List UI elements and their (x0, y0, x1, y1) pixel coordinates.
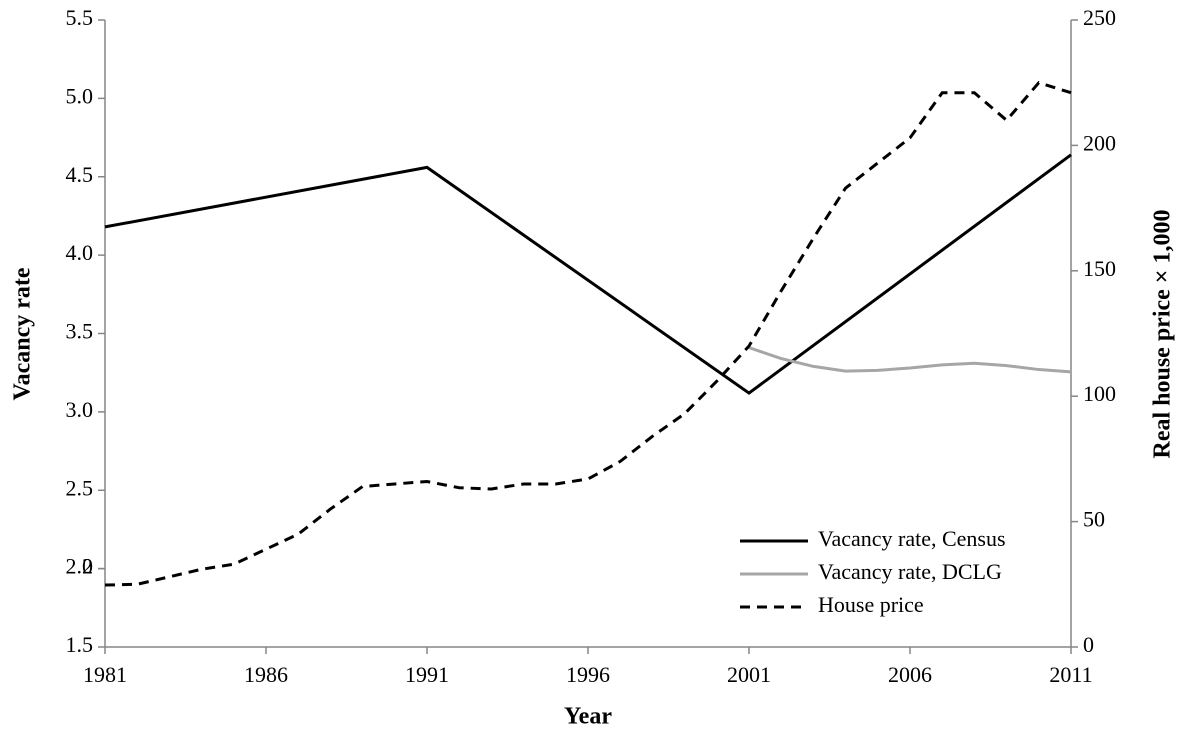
y-tick-label: 1.5 (66, 632, 94, 657)
y2-tick-label: 100 (1083, 381, 1116, 406)
x-tick-label: 2001 (727, 662, 771, 687)
y-tick-label: 5.5 (66, 5, 94, 30)
y-tick-label: 5.0 (66, 83, 94, 108)
y-tick-label: 3.5 (66, 319, 94, 344)
y-tick-label: 4.0 (66, 240, 94, 265)
y-tick-label: 4.5 (66, 162, 94, 187)
series-line (748, 346, 1072, 374)
y2-tick-label: 250 (1083, 5, 1116, 30)
y-axis-title: Vacancy rate (10, 267, 36, 400)
y-tick-label: 3.0 (66, 397, 94, 422)
y-tick-label: 2 (82, 554, 93, 579)
x-tick-label: 1996 (566, 662, 610, 687)
y-tick-label: 2.0 (66, 554, 94, 579)
x-tick-label: 2006 (888, 662, 932, 687)
x-axis-title: Year (564, 704, 612, 730)
x-tick-label: 1991 (405, 662, 449, 687)
y2-tick-label: 0 (1083, 632, 1094, 657)
y2-tick-label: 50 (1083, 507, 1105, 532)
x-tick-label: 1981 (83, 662, 127, 687)
series-line (104, 153, 1072, 395)
legend-label: House price (818, 592, 924, 617)
legend-label: Vacancy rate, DCLG (818, 559, 1002, 584)
legend-label: Vacancy rate, Census (818, 526, 1006, 551)
series-line (104, 80, 1072, 587)
x-tick-label: 1986 (244, 662, 288, 687)
y2-tick-label: 150 (1083, 256, 1116, 281)
y2-tick-label: 200 (1083, 130, 1116, 155)
x-tick-label: 2011 (1049, 662, 1092, 687)
y-tick-label: 2.5 (66, 475, 94, 500)
y2-axis-title: Real house price × 1,000 (1150, 210, 1176, 459)
